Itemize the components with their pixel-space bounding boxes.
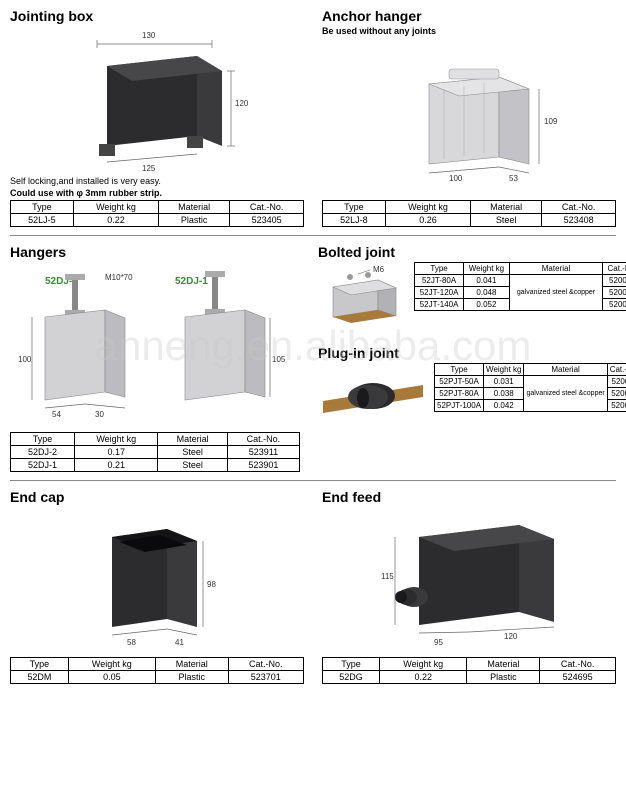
- svg-text:115: 115: [381, 572, 394, 581]
- table-row: 52DG 0.22 Plastic 524695: [323, 671, 616, 684]
- section-title: End cap: [10, 489, 304, 505]
- svg-text:125: 125: [142, 164, 156, 173]
- anchor-hanger-section: Anchor hanger Be used without any joints…: [322, 8, 616, 227]
- jointing-box-diagram: 130 120 125: [10, 26, 304, 176]
- table-row: 52DM 0.05 Plastic 523701: [11, 671, 304, 684]
- section-title: Anchor hanger: [322, 8, 616, 24]
- svg-text:120: 120: [235, 99, 249, 108]
- hangers-section: Hangers 52DJ-2 M10*70 100 54 30 52DJ-1: [10, 244, 300, 472]
- table-row: 52LJ-8 0.26 Steel 523408: [323, 214, 616, 227]
- svg-text:30: 30: [95, 410, 104, 419]
- end-cap-diagram: 98 58 41: [10, 507, 304, 657]
- svg-text:130: 130: [142, 31, 156, 40]
- anchor-hanger-diagram: 109 100 53: [322, 38, 616, 200]
- joints-section: Bolted joint M6 Type Weight kg Material …: [318, 244, 626, 472]
- table-row: 52JT-80A 0.041 galvanized steel &copper …: [415, 275, 626, 287]
- table-row: 52DJ-2 0.17 Steel 523911: [11, 446, 300, 459]
- svg-text:100: 100: [449, 174, 463, 183]
- end-feed-table: Type Weight kg Material Cat.-No. 52DG 0.…: [322, 657, 616, 684]
- svg-text:95: 95: [434, 638, 443, 647]
- svg-text:54: 54: [52, 410, 61, 419]
- svg-text:M10*70: M10*70: [105, 273, 133, 282]
- bolted-joint-diagram: M6: [318, 262, 408, 337]
- plugin-joint-table: Type Weight kg Material Cat.-No. 52PJT-5…: [434, 363, 626, 412]
- svg-text:52DJ-1: 52DJ-1: [175, 276, 208, 287]
- section-title: Jointing box: [10, 8, 304, 24]
- jointing-box-section: Jointing box 130 120 125: [10, 8, 304, 227]
- svg-text:58: 58: [127, 638, 136, 647]
- table-row: 52LJ-5 0.22 Plastic 523405: [11, 214, 304, 227]
- hangers-diagram: 52DJ-2 M10*70 100 54 30 52DJ-1: [10, 262, 300, 432]
- svg-text:41: 41: [175, 638, 184, 647]
- svg-text:120: 120: [504, 632, 518, 641]
- table-row: 52DJ-1 0.21 Steel 523901: [11, 459, 300, 472]
- bolted-joint-table: Type Weight kg Material Cat.-No. 52JT-80…: [414, 262, 626, 311]
- svg-text:105: 105: [272, 355, 286, 364]
- section-title: End feed: [322, 489, 616, 505]
- end-cap-table: Type Weight kg Material Cat.-No. 52DM 0.…: [10, 657, 304, 684]
- end-feed-section: End feed 115 120 95 Type: [322, 489, 616, 684]
- svg-text:100: 100: [18, 355, 32, 364]
- table-row: 52PJT-50A 0.031 galvanized steel &copper…: [435, 376, 626, 388]
- svg-text:M6: M6: [373, 265, 385, 274]
- hangers-table: Type Weight kg Material Cat.-No. 52DJ-2 …: [10, 432, 300, 472]
- svg-text:53: 53: [509, 174, 518, 183]
- section-title: Hangers: [10, 244, 300, 260]
- jointing-box-table: Type Weight kg Material Cat.-No. 52LJ-5 …: [10, 200, 304, 227]
- anchor-hanger-table: Type Weight kg Material Cat.-No. 52LJ-8 …: [322, 200, 616, 227]
- note: Be used without any joints: [322, 26, 616, 36]
- section-title: Bolted joint: [318, 244, 626, 260]
- end-cap-section: End cap 98 58 41 Type Weight kg Material…: [10, 489, 304, 684]
- svg-text:98: 98: [207, 580, 216, 589]
- end-feed-diagram: 115 120 95: [322, 507, 616, 657]
- section-title: Plug-in joint: [318, 345, 626, 361]
- plugin-joint-diagram: [318, 363, 428, 433]
- note: Self locking,and installed is very easy.: [10, 176, 304, 186]
- svg-text:109: 109: [544, 117, 558, 126]
- note: Could use with φ 3mm rubber strip.: [10, 188, 304, 198]
